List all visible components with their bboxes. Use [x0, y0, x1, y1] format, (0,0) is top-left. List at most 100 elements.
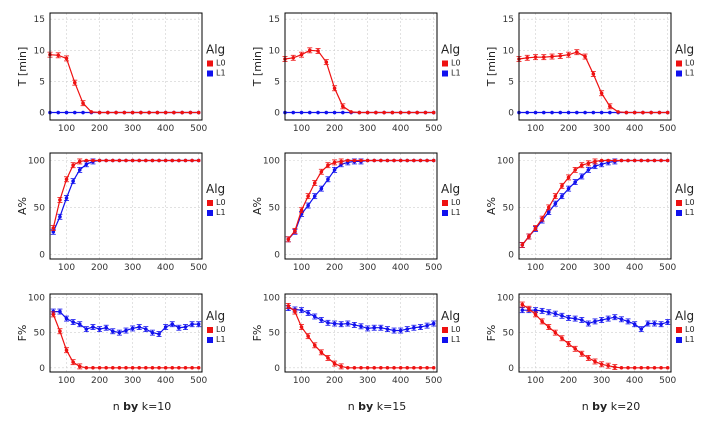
y-tick-label: 5 — [39, 77, 45, 87]
data-point-L0 — [332, 160, 337, 165]
data-point-L0 — [183, 158, 188, 163]
x-tick-label: 100 — [58, 124, 75, 134]
data-point-L0 — [157, 158, 161, 163]
data-point-L1 — [312, 194, 317, 198]
data-point-L0 — [117, 158, 122, 163]
data-point-L0 — [379, 365, 383, 370]
data-point-L1 — [170, 322, 175, 327]
footer-label-k15: n by k=15 — [348, 400, 407, 413]
y-tick-label: 10 — [503, 46, 515, 56]
data-point-L0 — [51, 226, 56, 230]
data-point-L0 — [418, 365, 423, 370]
data-point-L0 — [619, 365, 624, 370]
x-tick-label: 500 — [190, 124, 207, 134]
data-point-L1 — [352, 323, 357, 327]
data-point-L0 — [163, 110, 168, 115]
x-tick-label: 300 — [593, 263, 610, 273]
data-point-L0 — [196, 110, 201, 115]
y-tick-label: 0 — [39, 250, 45, 260]
data-point-L1 — [586, 168, 591, 172]
data-point-L1 — [150, 330, 155, 335]
data-point-L0 — [425, 158, 429, 163]
data-point-L1 — [291, 110, 296, 115]
legend-swatch-L0 — [442, 327, 448, 333]
x-tick-label: 500 — [425, 263, 442, 273]
x-tick-label: 400 — [392, 376, 409, 386]
legend-swatch-L1 — [676, 70, 682, 77]
data-point-L0 — [385, 158, 390, 163]
data-point-L0 — [646, 365, 650, 370]
data-point-L1 — [84, 162, 89, 167]
data-point-L0 — [319, 169, 324, 174]
data-point-L0 — [649, 110, 653, 115]
data-point-L1 — [71, 320, 75, 324]
x-tick-label: 400 — [392, 124, 409, 134]
data-point-L0 — [593, 159, 597, 164]
data-point-L1 — [599, 162, 604, 167]
x-tick-label: 300 — [593, 376, 610, 386]
data-point-L0 — [137, 365, 142, 370]
data-point-L0 — [77, 364, 82, 369]
y-tick-label: 50 — [34, 203, 46, 213]
data-point-L0 — [139, 110, 143, 115]
y-tick-label: 50 — [34, 329, 46, 339]
data-point-L0 — [72, 80, 77, 85]
x-tick-label: 200 — [326, 376, 343, 386]
data-point-L1 — [606, 316, 611, 321]
series-line-L1 — [52, 159, 199, 233]
data-point-L0 — [122, 110, 127, 115]
data-point-L1 — [326, 321, 330, 325]
data-point-L0 — [385, 365, 390, 370]
x-tick-label: 200 — [326, 263, 343, 273]
legend-title: Alg — [441, 182, 460, 196]
x-tick-label: 100 — [293, 124, 310, 134]
legend-swatch-L0 — [442, 60, 448, 67]
data-point-L1 — [392, 328, 396, 333]
series-line-L0 — [49, 54, 199, 114]
data-point-L0 — [170, 158, 175, 163]
data-point-L1 — [339, 322, 343, 327]
data-point-L0 — [608, 104, 612, 109]
legend-label-L1: L1 — [451, 69, 461, 78]
data-point-L0 — [550, 54, 554, 59]
data-point-L0 — [527, 234, 531, 239]
data-point-L1 — [56, 110, 61, 115]
data-point-L1 — [71, 179, 75, 183]
data-point-L0 — [51, 312, 56, 317]
data-point-L1 — [319, 318, 324, 322]
x-tick-label: 400 — [392, 263, 409, 273]
data-point-L1 — [190, 322, 194, 327]
data-point-L0 — [520, 243, 525, 247]
data-point-L0 — [326, 356, 330, 360]
data-point-L0 — [177, 158, 181, 163]
legend-swatch-L0 — [207, 200, 213, 206]
data-point-L0 — [573, 347, 577, 351]
x-tick-label: 200 — [91, 263, 108, 273]
data-point-L0 — [599, 158, 604, 163]
data-point-L1 — [117, 330, 122, 335]
data-point-L0 — [599, 91, 604, 96]
y-tick-label: 50 — [269, 329, 281, 339]
data-point-L1 — [639, 327, 644, 331]
data-point-L0 — [339, 364, 343, 369]
legend-swatch-L1 — [676, 210, 682, 216]
x-tick-label: 300 — [359, 376, 376, 386]
data-point-L1 — [418, 325, 423, 329]
data-point-L0 — [97, 365, 102, 370]
data-point-L1 — [341, 110, 345, 115]
data-point-L1 — [77, 168, 82, 172]
data-point-L1 — [560, 313, 564, 318]
data-point-L0 — [97, 158, 102, 163]
data-point-L1 — [608, 110, 612, 115]
y-tick-label: 5 — [508, 77, 514, 87]
data-point-L0 — [624, 110, 629, 115]
data-point-L0 — [77, 159, 82, 164]
data-point-L1 — [72, 110, 77, 115]
data-point-L0 — [646, 158, 650, 163]
data-point-L0 — [431, 158, 436, 163]
data-point-L1 — [137, 325, 142, 329]
